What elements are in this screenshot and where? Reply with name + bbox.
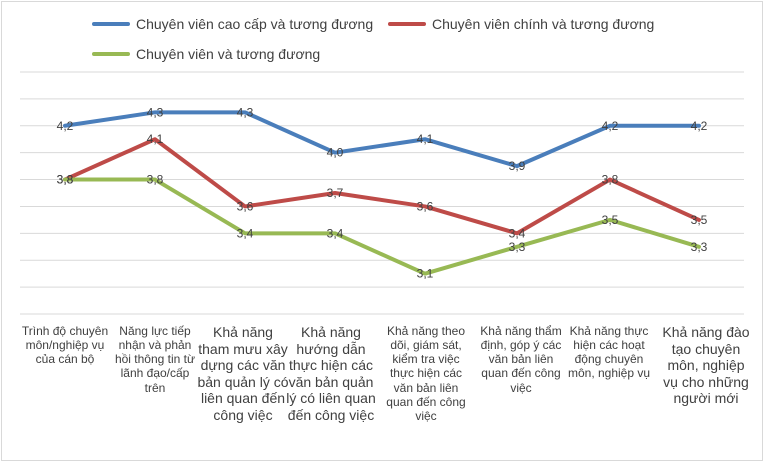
series-line-2	[63, 137, 701, 236]
data-label: 3,4	[327, 226, 344, 240]
data-label: 3,8	[57, 173, 74, 187]
data-label: 4,1	[147, 132, 164, 146]
legend-item-series-2: Chuyên viên chính và tương đương	[388, 16, 654, 32]
data-label: 3,8	[602, 173, 619, 187]
data-label: 4,3	[147, 105, 164, 119]
data-label: 3,8	[57, 173, 74, 187]
data-label: 4,2	[691, 119, 708, 133]
data-labels: 4,2 4,3 4,3 4,0 4,1 3,9 4,2 4,2 3,8 4,1 3,6 3,7 3,6 3…	[57, 105, 708, 280]
data-label: 4,0	[327, 146, 344, 160]
data-label: 3,6	[237, 199, 254, 213]
legend-swatch-series-2	[388, 22, 426, 26]
legend-label-series-1: Chuyên viên cao cấp và tương đương	[136, 16, 374, 32]
legend-swatch-series-1	[92, 22, 130, 26]
legend-item-series-1: Chuyên viên cao cấp và tương đương	[92, 16, 373, 32]
series-line-3	[63, 177, 701, 276]
series-lines	[63, 110, 701, 276]
data-label: 3,5	[691, 213, 708, 227]
data-label: 4,2	[602, 119, 619, 133]
data-label: 3,9	[509, 159, 526, 173]
x-tick-label: Khả năng theo dõi, giám sát, kiểm tra vi…	[386, 324, 466, 423]
x-tick-label: Khả năng đào tạo chuyên môn, nghiệp vụ c…	[662, 324, 750, 407]
data-label: 4,1	[417, 132, 434, 146]
data-label: 3,4	[237, 226, 254, 240]
x-tick-label: Khả năng thực hiện các hoạt động chuyên …	[567, 324, 651, 381]
x-tick-label: Năng lực tiếp nhận và phản hồi thông tin…	[114, 324, 196, 395]
data-label: 3,5	[602, 213, 619, 227]
data-label: 3,3	[509, 240, 526, 254]
data-label: 3,7	[327, 186, 344, 200]
legend-label-series-2: Chuyên viên chính và tương đương	[432, 16, 655, 32]
x-tick-label: Khả năng hướng dẫn thực hiện các văn bản…	[286, 324, 376, 423]
data-label: 3,6	[417, 199, 434, 213]
x-tick-label: Trình độ chuyên môn/nghiệp vụ của cán bộ	[21, 324, 109, 367]
legend-swatch-series-3	[92, 52, 130, 56]
x-tick-label: Khả năng tham mưu xây dựng các văn bản q…	[197, 324, 289, 423]
legend-label-series-3: Chuyên viên và tương đương	[136, 46, 321, 62]
data-label: 3,1	[417, 267, 434, 281]
x-tick-label: Khả năng thẩm định, góp ý các văn bản li…	[480, 324, 562, 395]
data-label: 4,3	[237, 105, 254, 119]
data-label: 3,4	[509, 226, 526, 240]
data-label: 4,2	[57, 119, 74, 133]
series-line-1	[63, 110, 701, 169]
data-label: 3,8	[147, 173, 164, 187]
legend-item-series-3: Chuyên viên và tương đương	[92, 46, 320, 62]
data-label: 3,3	[691, 240, 708, 254]
